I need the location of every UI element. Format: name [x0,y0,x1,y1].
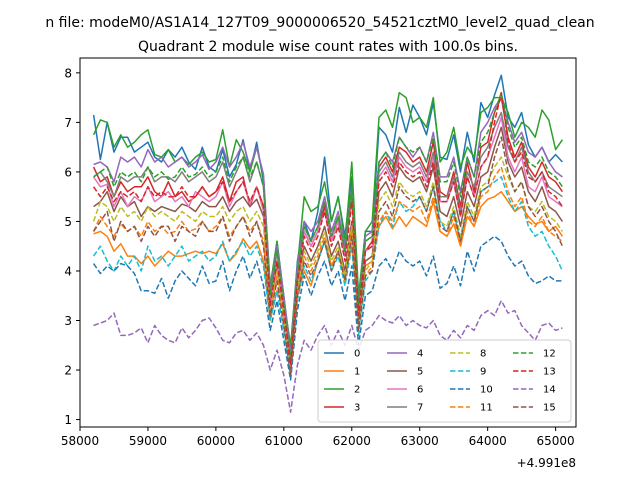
legend-label: 6 [417,385,423,396]
x-tick-label: 63000 [401,434,439,448]
legend-item-7: 7 [387,403,423,414]
y-tick-label: 2 [64,364,72,378]
legend-item-13: 13 [513,367,556,378]
legend-label: 3 [354,403,360,414]
x-offset-label: +4.991e8 [517,456,576,470]
series-line-2 [92,91,564,347]
legend-label: 12 [543,349,556,360]
series-line-10 [92,235,563,381]
legend-item-6: 6 [387,385,423,396]
legend-item-0: 0 [324,349,360,360]
legend-item-3: 3 [324,403,360,414]
y-tick-label: 4 [64,264,72,278]
series-line-13 [92,91,564,366]
plot-frame [79,57,577,428]
legend-item-1: 1 [324,367,360,378]
legend-label: 10 [480,385,493,396]
legend-item-10: 10 [450,385,493,396]
series-line-12 [93,91,564,361]
legend-item-11: 11 [450,403,493,414]
x-tick-label: 65000 [537,434,575,448]
legend-box [317,339,572,423]
chart-title: Quadrant 2 module wise count rates with … [138,39,518,55]
legend-label: 2 [354,385,360,396]
series-line-15 [92,136,564,376]
x-axis: 58000 59000 60000 61000 62000 63000 64000 65000 [61,427,575,448]
x-tick-label: 60000 [197,434,235,448]
figure-suptitle: n file: modeM0/AS1A14_127T09_9000006520_… [45,15,594,31]
x-tick-label: 59000 [129,434,167,448]
plot-lines [92,74,564,413]
x-tick-label: 58000 [61,434,99,448]
series-line-5 [93,126,564,371]
y-tick-label: 1 [64,413,72,427]
legend-label: 11 [480,403,493,414]
legend-label: 14 [543,385,556,396]
legend-label: 0 [354,349,360,360]
x-tick-label: 61000 [265,434,303,448]
legend-item-12: 12 [513,349,556,360]
legend-label: 9 [480,367,486,378]
legend-label: 1 [354,367,360,378]
legend-item-4: 4 [387,349,423,360]
series-line-4 [93,96,563,356]
legend-label: 7 [417,403,423,414]
y-tick-label: 3 [64,314,72,328]
legend-label: 4 [417,349,423,360]
legend-item-2: 2 [324,385,360,396]
x-tick-label: 64000 [469,434,507,448]
x-tick-label: 62000 [333,434,371,448]
legend-label: 5 [417,367,423,378]
y-tick-label: 7 [64,116,72,130]
legend-item-15: 15 [513,403,556,414]
legend-item-8: 8 [450,349,486,360]
series-line-7 [93,111,563,361]
y-tick-label: 8 [64,66,72,80]
series-line-14 [93,299,563,413]
y-tick-label: 6 [64,165,72,179]
y-axis: 1 2 3 4 5 6 7 8 [64,66,80,427]
legend-item-9: 9 [450,367,486,378]
legend-item-14: 14 [513,385,556,396]
legend-label: 13 [543,367,556,378]
legend-label: 15 [543,403,556,414]
legend-label: 8 [480,349,486,360]
series-line-8 [92,156,564,371]
y-tick-label: 5 [64,215,72,229]
legend-item-5: 5 [387,367,423,378]
